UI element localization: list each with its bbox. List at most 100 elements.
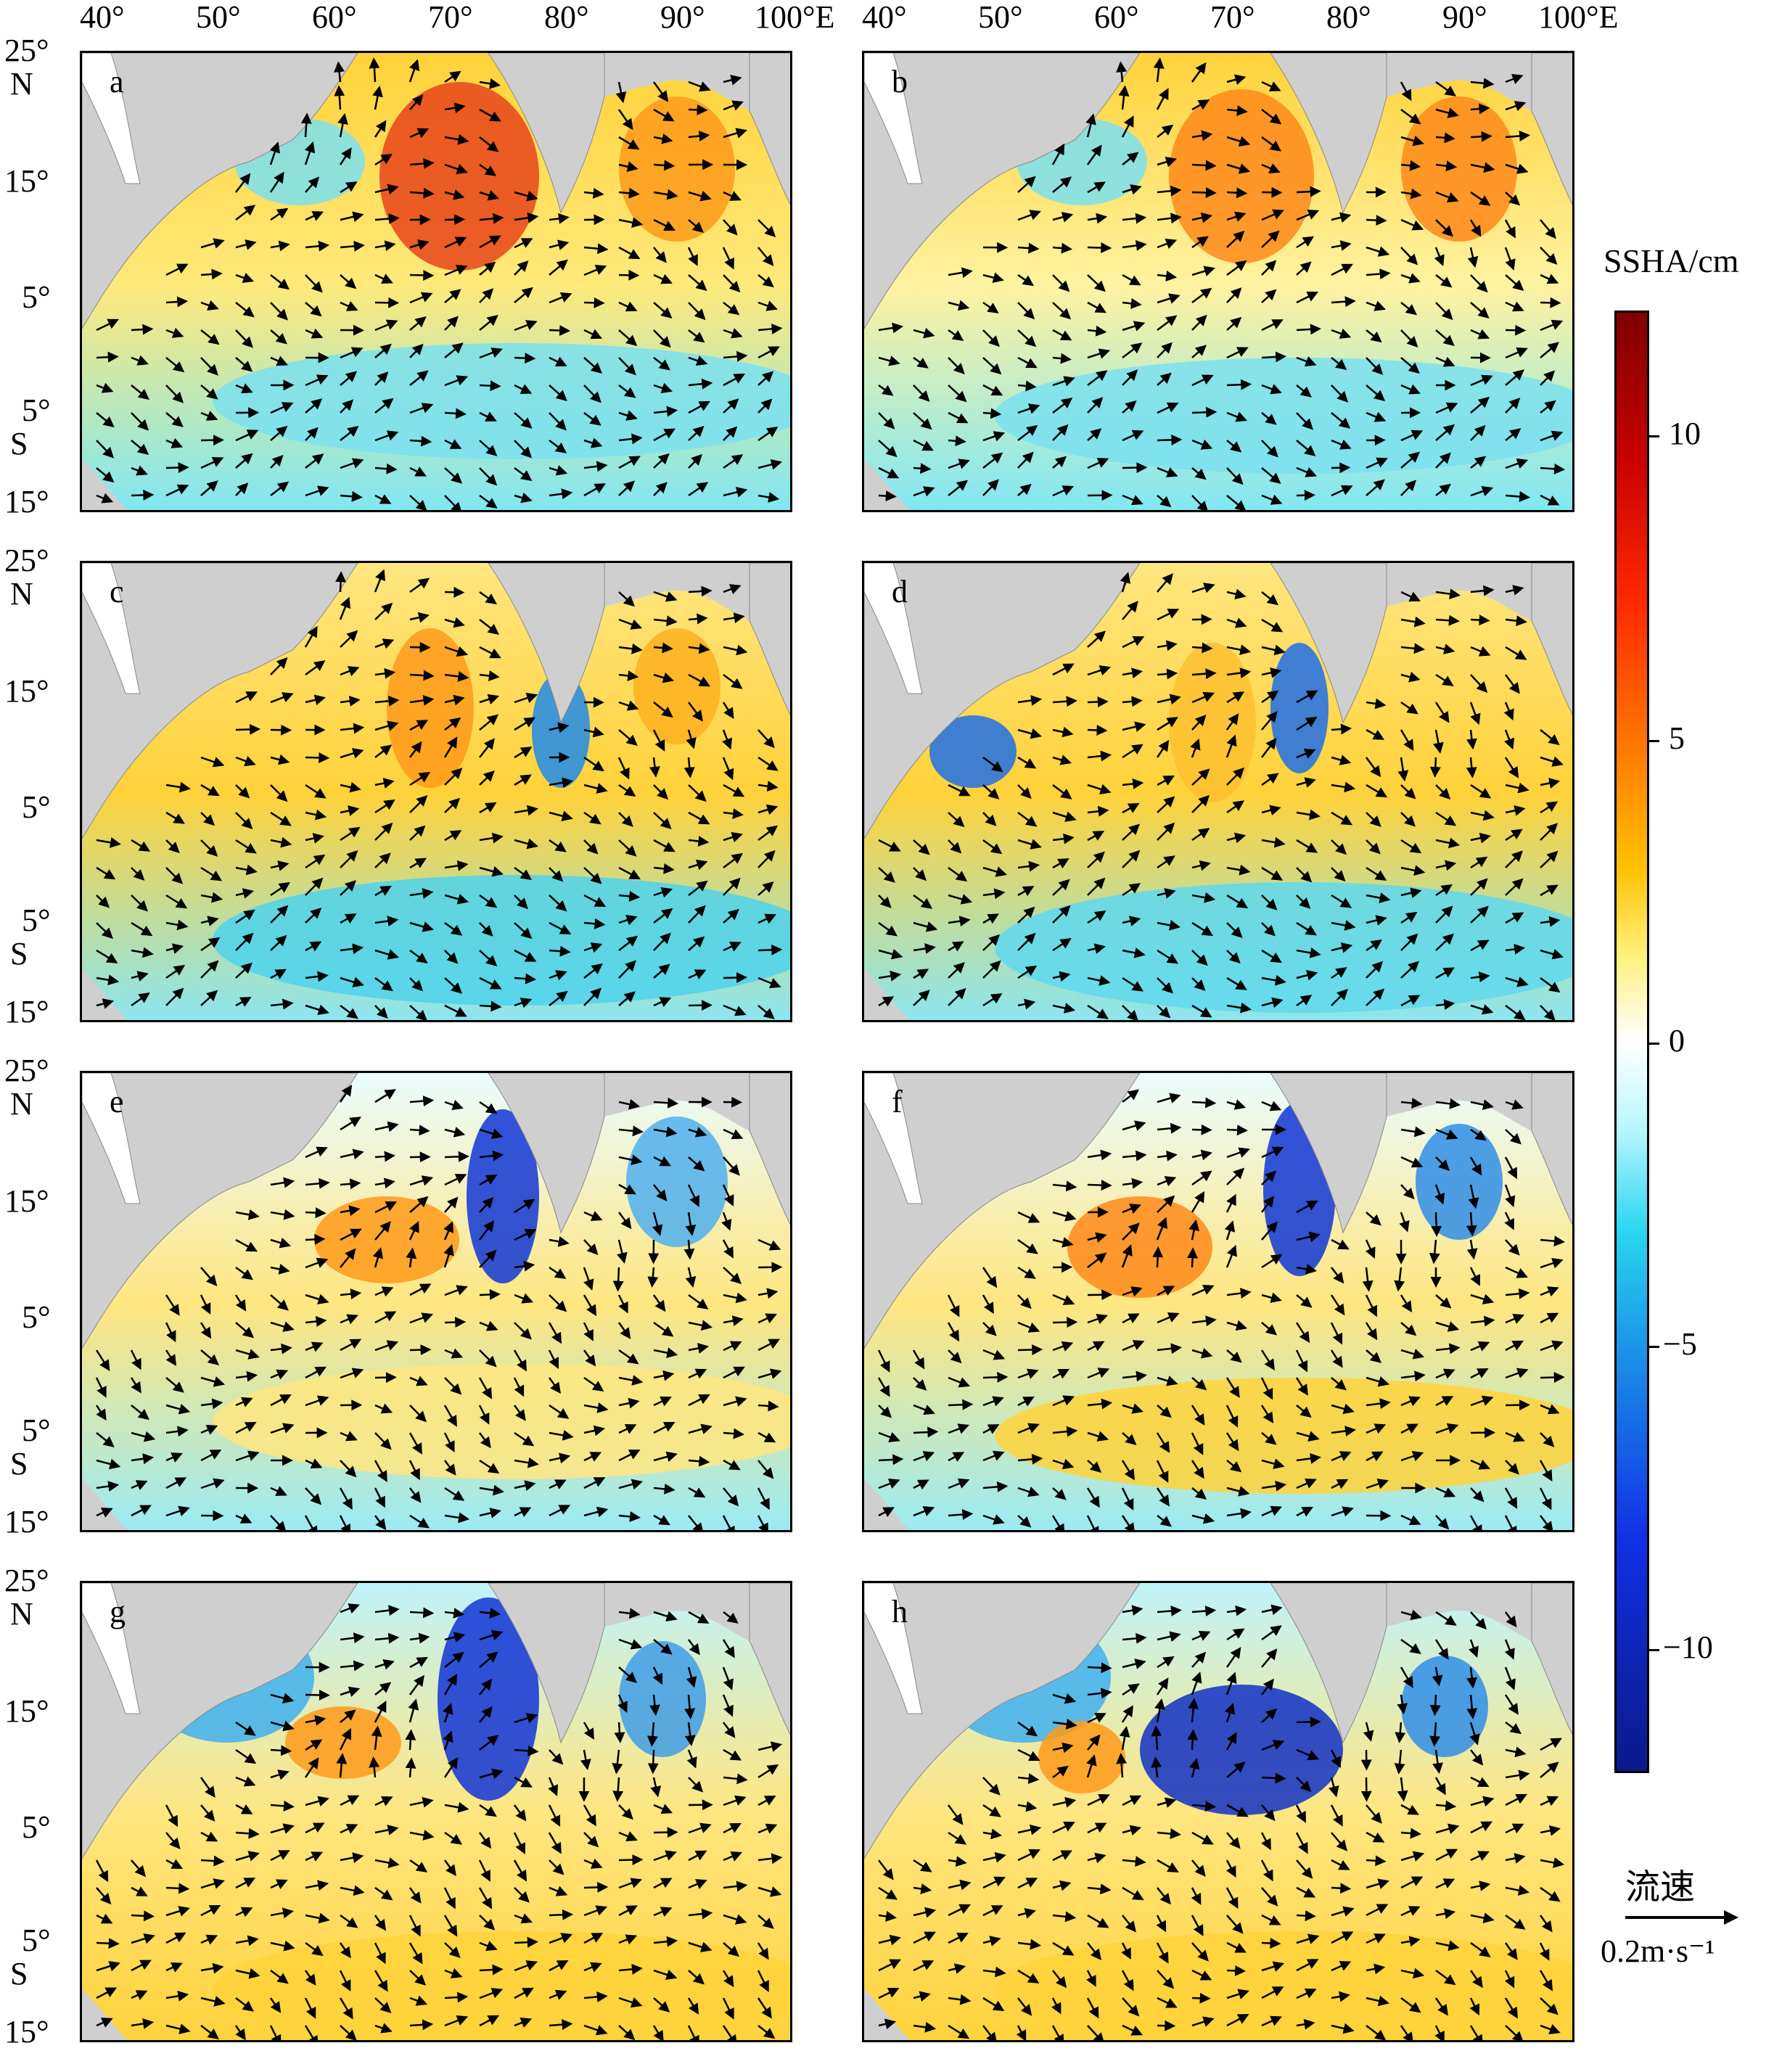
current-arrow <box>1087 242 1112 254</box>
current-arrow <box>514 1936 538 1948</box>
current-arrow <box>583 357 603 374</box>
current-arrow <box>1431 1212 1442 1237</box>
current-arrow <box>374 343 392 358</box>
current-arrow <box>340 748 364 759</box>
current-arrow <box>1435 81 1456 96</box>
anomaly-region <box>995 358 1572 474</box>
current-arrow <box>374 120 387 138</box>
current-arrow <box>165 327 184 338</box>
current-arrow <box>200 385 218 400</box>
current-arrow <box>1469 219 1482 237</box>
current-arrow <box>1331 328 1352 339</box>
land-africa-arabia <box>82 53 358 329</box>
current-arrow <box>1017 176 1036 193</box>
current-arrow <box>1226 440 1242 453</box>
current-arrow <box>618 269 640 281</box>
current-arrow <box>1017 403 1040 414</box>
current-arrow <box>1226 105 1248 116</box>
anomaly-region <box>1169 89 1314 263</box>
current-arrow <box>1052 302 1072 320</box>
current-arrow <box>1226 211 1247 222</box>
current-arrow <box>165 781 191 793</box>
current-arrow <box>200 756 225 768</box>
current-arrow <box>878 322 904 334</box>
current-arrow <box>514 190 538 202</box>
colorbar-tick-mark <box>1649 1649 1659 1651</box>
current-arrow <box>982 431 1006 442</box>
current-arrow <box>653 218 675 231</box>
current-arrow <box>913 439 934 451</box>
current-arrow <box>948 435 966 447</box>
current-arrow <box>1051 143 1065 165</box>
current-arrow <box>723 274 741 293</box>
current-arrow <box>409 435 432 447</box>
current-arrow <box>1017 424 1038 441</box>
current-arrow <box>444 133 469 145</box>
current-arrow <box>1118 85 1130 110</box>
current-arrow <box>617 757 630 780</box>
current-arrow <box>514 238 533 249</box>
current-arrow <box>1157 495 1172 508</box>
current-arrow <box>305 453 324 469</box>
anomaly-region <box>1270 643 1329 773</box>
current-arrow <box>96 836 121 848</box>
current-arrow <box>305 176 320 193</box>
current-arrow <box>1331 462 1351 474</box>
current-arrow <box>374 398 394 414</box>
map-panel-d: d <box>862 561 1574 1022</box>
current-arrow <box>165 385 184 403</box>
current-arrow <box>688 81 711 92</box>
current-arrow <box>340 805 360 816</box>
current-arrow <box>165 484 189 497</box>
latitude-label: N <box>10 1596 33 1632</box>
current-arrow <box>688 1000 713 1011</box>
current-arrow <box>913 356 929 369</box>
current-arrow <box>235 812 253 830</box>
current-arrow <box>1052 329 1072 341</box>
land-southeast-asia <box>749 53 790 205</box>
latitude-label: 15° <box>4 163 49 199</box>
current-arrow <box>1153 57 1165 83</box>
current-arrow <box>688 784 707 802</box>
longitude-label: 100°E <box>755 0 835 35</box>
current-arrow <box>1435 107 1459 118</box>
current-arrow <box>1400 135 1424 147</box>
latitude-label: 5° <box>22 279 51 315</box>
current-arrow <box>948 357 965 374</box>
panel-label: b <box>892 64 908 99</box>
current-arrow <box>549 356 567 367</box>
panel-label: g <box>110 1594 126 1629</box>
current-arrow <box>1540 430 1564 442</box>
current-arrow <box>618 1854 644 1866</box>
current-arrow <box>235 272 255 284</box>
current-arrow <box>444 289 461 303</box>
current-arrow <box>1400 429 1424 442</box>
latitude-label: N <box>10 576 33 612</box>
current-arrow <box>96 382 114 393</box>
current-arrow <box>878 412 895 429</box>
land-red-sea <box>864 53 923 184</box>
current-arrow <box>409 403 434 414</box>
current-arrow <box>1261 494 1283 505</box>
current-arrow <box>612 1267 624 1292</box>
current-arrow <box>270 425 288 441</box>
current-arrow <box>444 70 461 83</box>
current-arrow <box>549 810 573 822</box>
land-madagascar <box>864 459 911 510</box>
current-arrow <box>583 385 601 403</box>
current-arrow <box>653 702 673 718</box>
current-arrow <box>1087 274 1106 292</box>
current-arrow <box>235 173 251 193</box>
current-arrow <box>514 466 533 481</box>
current-arrow <box>405 1729 416 1751</box>
current-arrow <box>305 809 327 821</box>
latitude-label: 15° <box>4 994 49 1029</box>
land-red-sea <box>82 563 141 694</box>
current-arrow <box>1470 131 1492 142</box>
anomaly-region <box>314 1196 459 1283</box>
current-arrow <box>479 440 498 456</box>
current-arrow <box>615 81 627 104</box>
current-arrow <box>409 94 424 110</box>
current-arrow <box>305 1233 326 1245</box>
current-arrow <box>723 128 747 139</box>
